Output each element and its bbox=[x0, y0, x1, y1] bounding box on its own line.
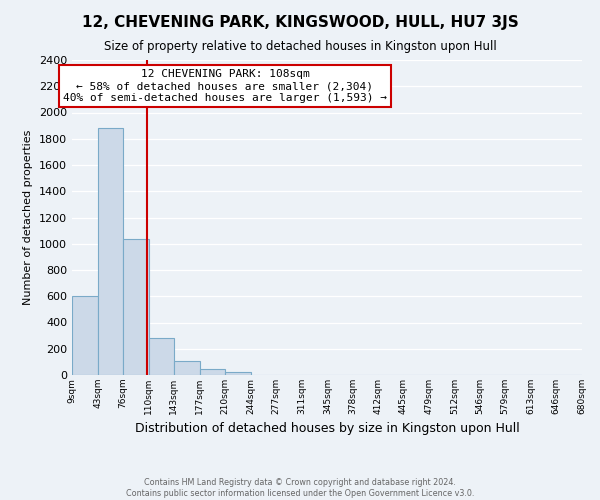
Bar bbox=[123, 239, 149, 375]
Bar bbox=[149, 338, 174, 375]
Bar bbox=[225, 372, 251, 375]
Text: Size of property relative to detached houses in Kingston upon Hull: Size of property relative to detached ho… bbox=[104, 40, 496, 53]
Bar bbox=[174, 360, 200, 375]
Y-axis label: Number of detached properties: Number of detached properties bbox=[23, 130, 34, 305]
Text: Contains HM Land Registry data © Crown copyright and database right 2024.
Contai: Contains HM Land Registry data © Crown c… bbox=[126, 478, 474, 498]
Text: 12, CHEVENING PARK, KINGSWOOD, HULL, HU7 3JS: 12, CHEVENING PARK, KINGSWOOD, HULL, HU7… bbox=[82, 15, 518, 30]
X-axis label: Distribution of detached houses by size in Kingston upon Hull: Distribution of detached houses by size … bbox=[134, 422, 520, 436]
Bar bbox=[200, 369, 225, 375]
Text: 12 CHEVENING PARK: 108sqm
← 58% of detached houses are smaller (2,304)
40% of se: 12 CHEVENING PARK: 108sqm ← 58% of detac… bbox=[63, 70, 387, 102]
Bar bbox=[98, 128, 123, 375]
Bar bbox=[72, 296, 98, 375]
